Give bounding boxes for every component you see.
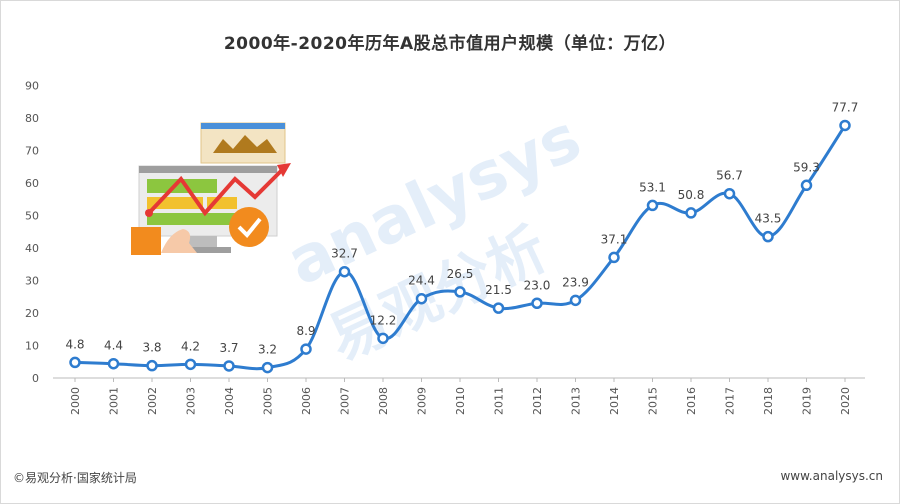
- y-tick-label: 20: [25, 307, 39, 320]
- x-tick-label: 2018: [762, 387, 775, 415]
- data-label: 4.8: [65, 337, 84, 351]
- x-tick-label: 2008: [377, 387, 390, 415]
- data-point: [300, 343, 312, 355]
- x-tick-label: 2010: [454, 387, 467, 415]
- data-label: 23.9: [562, 275, 589, 289]
- x-tick-label: 2016: [685, 387, 698, 415]
- source-note: ©易观分析·国家统计局: [13, 471, 137, 485]
- data-label: 8.9: [296, 324, 315, 338]
- watermark: analysys 易观分析: [276, 101, 591, 374]
- data-point: [454, 286, 466, 298]
- data-label: 43.5: [755, 212, 782, 226]
- data-label: 12.2: [370, 313, 397, 327]
- data-point: [69, 356, 81, 369]
- data-label: 26.5: [447, 267, 474, 281]
- data-point: [492, 302, 505, 314]
- data-label: 77.7: [832, 100, 859, 114]
- site-url: www.analysys.cn: [780, 469, 883, 483]
- dashboard-illustration-icon: [131, 122, 291, 255]
- data-label: 50.8: [678, 188, 705, 202]
- data-label: 53.1: [639, 180, 666, 194]
- y-tick-label: 0: [32, 372, 39, 385]
- data-point: [608, 251, 620, 264]
- data-label: 4.4: [104, 339, 123, 353]
- x-tick-label: 2007: [339, 387, 352, 415]
- data-label: 24.4: [408, 274, 435, 288]
- data-label: 3.8: [142, 341, 161, 355]
- data-point: [800, 179, 813, 192]
- data-point: [415, 292, 428, 305]
- y-tick-label: 90: [25, 80, 39, 93]
- data-point: [723, 187, 736, 200]
- x-tick-label: 2009: [416, 387, 429, 415]
- data-label: 59.3: [793, 160, 820, 174]
- data-label: 3.2: [258, 343, 277, 357]
- y-tick-label: 10: [25, 340, 39, 353]
- x-tick-label: 2012: [531, 387, 544, 415]
- x-tick-label: 2003: [185, 387, 198, 415]
- data-point: [146, 359, 158, 372]
- data-label: 21.5: [485, 283, 512, 297]
- data-point: [531, 297, 543, 309]
- x-tick-label: 2005: [262, 387, 275, 415]
- data-point: [762, 230, 774, 243]
- data-label: 56.7: [716, 169, 743, 183]
- y-tick-label: 80: [25, 112, 39, 125]
- y-tick-label: 70: [25, 145, 39, 158]
- x-axis: 2000 2001 2002 2003 2004 2005 2006 2007 2008 2009…: [53, 377, 865, 415]
- x-tick-label: 2015: [647, 387, 660, 415]
- data-point: [569, 294, 582, 307]
- x-tick-label: 2000: [69, 387, 82, 415]
- chart-title: 2000年-2020年历年A股总市值用户规模（单位：万亿）: [223, 34, 677, 54]
- data-point: [107, 357, 120, 370]
- x-tick-label: 2017: [724, 387, 737, 415]
- x-tick-label: 2001: [108, 387, 121, 415]
- data-point: [377, 332, 389, 345]
- x-tick-label: 2019: [801, 387, 814, 415]
- data-point: [839, 119, 851, 132]
- data-label: 23.0: [524, 278, 551, 292]
- data-point: [685, 207, 697, 219]
- data-point: [223, 360, 235, 372]
- data-point: [261, 361, 274, 374]
- x-tick-label: 2013: [570, 387, 583, 415]
- y-axis: 0 10 20 30 40 50 60 70 80 90: [25, 80, 39, 386]
- x-tick-label: 2002: [146, 387, 159, 415]
- data-point: [184, 358, 197, 371]
- data-label: 4.2: [181, 339, 200, 353]
- data-point: [338, 265, 351, 278]
- x-tick-label: 2020: [839, 387, 852, 415]
- series-line: 4.8 4.4 3.8 4.2 3.7 3.2 8.9 32.7 12.2 24.4 26.5 21.…: [65, 100, 859, 374]
- y-tick-label: 60: [25, 177, 39, 190]
- x-tick-label: 2004: [223, 387, 236, 415]
- data-label: 3.7: [219, 341, 238, 355]
- y-tick-label: 40: [25, 242, 39, 255]
- y-tick-label: 50: [25, 210, 39, 223]
- data-point: [646, 199, 659, 212]
- x-tick-label: 2006: [300, 387, 313, 415]
- data-label: 37.1: [601, 232, 628, 246]
- y-tick-label: 30: [25, 275, 39, 288]
- x-tick-label: 2011: [493, 387, 506, 415]
- x-tick-label: 2014: [608, 387, 621, 415]
- data-label: 32.7: [331, 247, 358, 261]
